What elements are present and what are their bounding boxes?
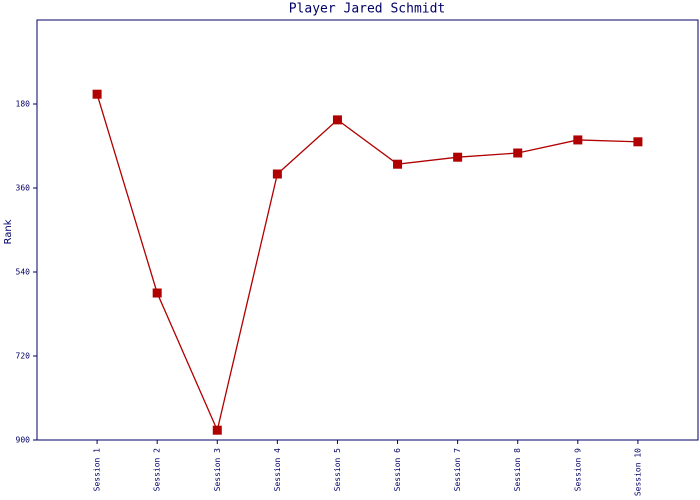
point-marker [332, 115, 342, 125]
point-marker [152, 288, 162, 298]
x-tick-label: Session 1 [93, 448, 102, 492]
y-tick-label: 360 [16, 184, 31, 193]
point-marker [393, 159, 403, 169]
y-tick-label: 540 [16, 268, 31, 277]
point-marker [92, 89, 102, 99]
point-marker [513, 148, 523, 158]
series-line [96, 94, 638, 433]
x-tick-label: Session 2 [153, 448, 162, 492]
y-axis-label: Rank [3, 219, 14, 244]
x-tick-label: Session 8 [513, 448, 522, 492]
x-tick-label: Session 4 [273, 448, 282, 492]
point-marker [573, 135, 583, 145]
x-tick-label: Session 5 [333, 448, 342, 492]
point-marker [272, 169, 282, 179]
x-tick-label: Session 9 [573, 448, 582, 492]
point-marker [212, 425, 222, 435]
y-tick-label: 900 [16, 436, 31, 445]
y-tick-label: 720 [16, 352, 31, 361]
x-tick-label: Session 7 [453, 448, 462, 492]
plot-frame [36, 19, 699, 441]
point-marker [633, 137, 643, 147]
point-marker [453, 152, 463, 162]
y-tick-label: 180 [16, 100, 31, 109]
x-tick-label: Session 6 [393, 448, 402, 492]
x-tick-label: Session 10 [633, 448, 642, 496]
chart-title: Player Jared Schmidt [289, 2, 446, 17]
x-tick-label: Session 3 [213, 448, 222, 492]
